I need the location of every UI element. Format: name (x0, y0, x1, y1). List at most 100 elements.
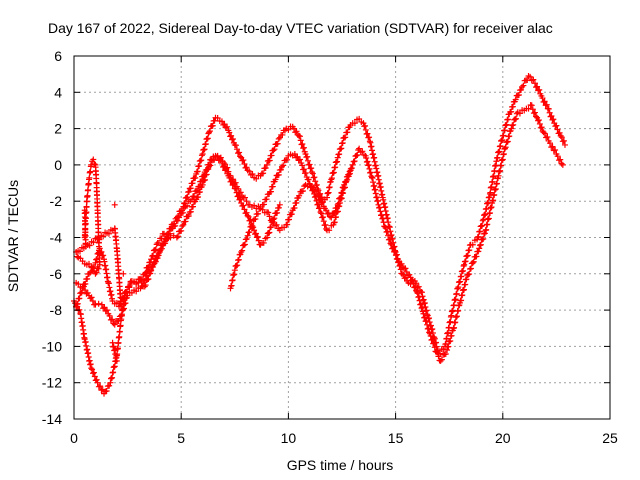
data-point-track-a (297, 137, 304, 144)
data-point-track-c (253, 234, 260, 241)
data-point-track-b (104, 307, 111, 314)
data-point-track-b (391, 248, 398, 255)
data-point-track-d (241, 241, 248, 248)
data-point-track-a (300, 144, 307, 151)
data-point-track-a (279, 131, 286, 138)
data-point-track-e (86, 242, 93, 249)
data-point-track-e (74, 253, 81, 260)
y-tick-label: -8 (50, 302, 63, 318)
data-point-track-c (274, 209, 281, 216)
data-point-track-a (103, 388, 110, 395)
data-point-track-c (232, 185, 239, 192)
data-point-track-a (476, 228, 483, 235)
data-point-track-a (237, 153, 244, 160)
data-point-track-a (548, 113, 555, 120)
data-point-track-a (97, 383, 104, 390)
data-point-track-b (162, 240, 169, 247)
data-point-track-a (196, 163, 203, 170)
data-point-track-a (214, 115, 221, 122)
data-point-track-c (206, 163, 213, 170)
data-point-track-b (251, 202, 258, 209)
data-point-track-a (306, 161, 313, 168)
data-point-track-b (84, 289, 91, 296)
data-point-track-b (349, 161, 356, 168)
data-point-track-c (267, 224, 274, 231)
data-point-track-a (275, 135, 282, 142)
data-point-track-a (539, 95, 546, 102)
data-point-track-e (120, 270, 127, 277)
data-point-track-b (378, 211, 385, 218)
data-point-track-a (187, 185, 194, 192)
data-point-track-b (477, 241, 484, 248)
data-point-track-a (342, 134, 349, 141)
data-point-track-a (330, 169, 337, 176)
data-point-track-b (533, 113, 540, 120)
data-point-track-a (91, 373, 98, 380)
data-point-track-a (504, 116, 511, 123)
data-point-track-b (174, 217, 181, 224)
data-point-track-b (392, 252, 399, 259)
data-point-track-d (235, 256, 242, 263)
data-point-track-d (249, 222, 256, 229)
data-point-track-c (163, 232, 170, 239)
data-point-track-a (336, 151, 343, 158)
data-point-track-b (387, 240, 394, 247)
data-point-track-a (339, 140, 346, 147)
data-point-track-a (271, 146, 278, 153)
data-point-track-d (315, 192, 322, 199)
data-point-track-c (78, 289, 85, 296)
data-point-track-c (236, 196, 243, 203)
data-point-track-a (515, 92, 522, 99)
data-point-track-c (139, 276, 146, 283)
data-point-track-b (364, 158, 371, 165)
data-point-track-b (445, 343, 452, 350)
data-point-track-b (155, 250, 162, 257)
axis-ticks: 0 5 10 15 20 25 -14 -12 -10 -8 -6 -4 -2 0 2 4 6 (42, 48, 618, 446)
data-point-track-b (434, 349, 441, 356)
data-point-track-b (540, 129, 547, 136)
data-point-track-b (529, 106, 536, 113)
data-point-track-b (425, 325, 432, 332)
data-point-track-b (316, 205, 323, 212)
data-point-track-d (293, 199, 300, 206)
data-point-track-a (90, 369, 97, 376)
data-point-track-b (151, 260, 158, 267)
data-point-track-b (313, 197, 320, 204)
data-point-track-d (335, 200, 342, 207)
data-point-track-b (419, 304, 426, 311)
data-point-track-d (269, 216, 276, 223)
data-point-track-b (415, 293, 422, 300)
data-point-track-a (192, 174, 199, 181)
data-point-track-b (525, 105, 532, 112)
data-point-track-b (106, 312, 113, 319)
data-point-track-b (391, 248, 398, 255)
data-point-track-b (426, 329, 433, 336)
data-point-track-c (237, 196, 244, 203)
data-point-track-b (115, 317, 122, 324)
data-point-track-c (235, 192, 242, 199)
data-point-track-e (118, 303, 125, 310)
data-point-track-c (126, 283, 133, 290)
data-point-track-b (334, 208, 341, 215)
x-tick-label: 15 (388, 430, 404, 446)
data-point-track-b (278, 163, 285, 170)
data-point-track-a (233, 146, 240, 153)
data-point-track-a (268, 152, 275, 159)
data-point-track-a (206, 128, 213, 135)
data-point-track-a (209, 122, 216, 129)
data-point-track-c (141, 270, 148, 277)
data-point-track-b (531, 109, 538, 116)
data-point-track-a (461, 261, 468, 268)
data-point-track-b (475, 248, 482, 255)
data-point-track-b (541, 130, 548, 137)
data-point-track-d (265, 209, 272, 216)
data-point-track-c (255, 237, 262, 244)
data-point-track-c (260, 239, 267, 246)
data-point-track-d (331, 209, 338, 216)
data-point-track-c (174, 233, 181, 240)
data-point-track-e (84, 192, 91, 199)
x-tick-label: 25 (602, 430, 618, 446)
data-point-track-b (388, 241, 395, 248)
data-point-track-b (147, 267, 154, 274)
x-axis-label: GPS time / hours (287, 457, 394, 473)
